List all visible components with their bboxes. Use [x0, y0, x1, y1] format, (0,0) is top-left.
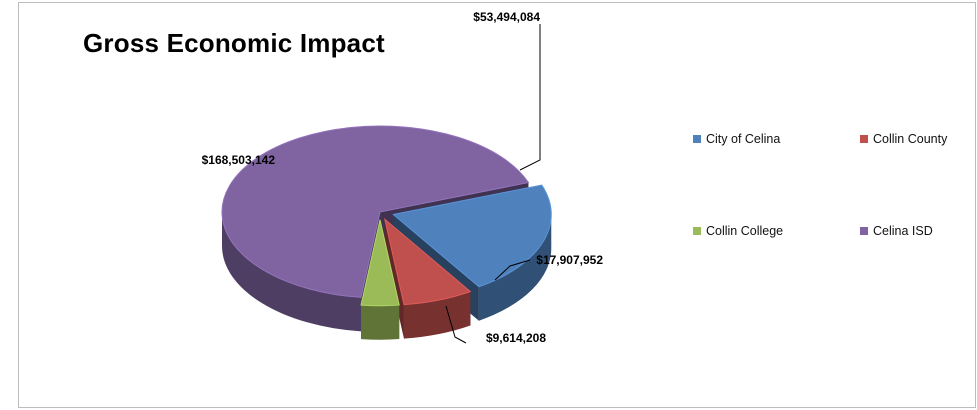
data-label-celina-isd: $168,503,142 [202, 153, 276, 167]
data-labels: $53,494,084 $17,907,952 $9,614,208 $168,503… [202, 10, 604, 345]
leader-line-collin-college [445, 305, 467, 344]
leader-line-collin-county [494, 259, 531, 281]
legend: City of Celina Collin County Collin Colleg… [693, 132, 973, 252]
legend-swatch [693, 135, 701, 143]
leader-line-city-of-celina [519, 24, 541, 171]
legend-swatch [693, 227, 701, 235]
chart-title: Gross Economic Impact [83, 28, 385, 58]
legend-swatch [860, 135, 868, 143]
legend-label: Collin College [706, 224, 784, 238]
pie-tops [221, 125, 552, 307]
legend-item-collin-college: Collin College [693, 224, 783, 238]
legend-swatch [860, 227, 868, 235]
data-label-collin-county: $17,907,952 [536, 253, 603, 267]
pie-slice-celina-isd [221, 125, 530, 298]
pie-slice-collin-county [383, 217, 472, 306]
legend-label: Collin County [873, 132, 948, 146]
legend-label: City of Celina [706, 132, 781, 146]
pie-slice-collin-college [360, 219, 400, 307]
legend-item-collin-county: Collin County [860, 132, 947, 146]
data-label-city-of-celina: $53,494,084 [473, 10, 540, 24]
legend-label: Celina ISD [873, 224, 933, 238]
legend-item-city-of-celina: City of Celina [693, 132, 780, 146]
pie-slice-city-of-celina [392, 184, 552, 288]
legend-item-celina-isd: Celina ISD [860, 224, 933, 238]
data-label-collin-college: $9,614,208 [486, 331, 546, 345]
